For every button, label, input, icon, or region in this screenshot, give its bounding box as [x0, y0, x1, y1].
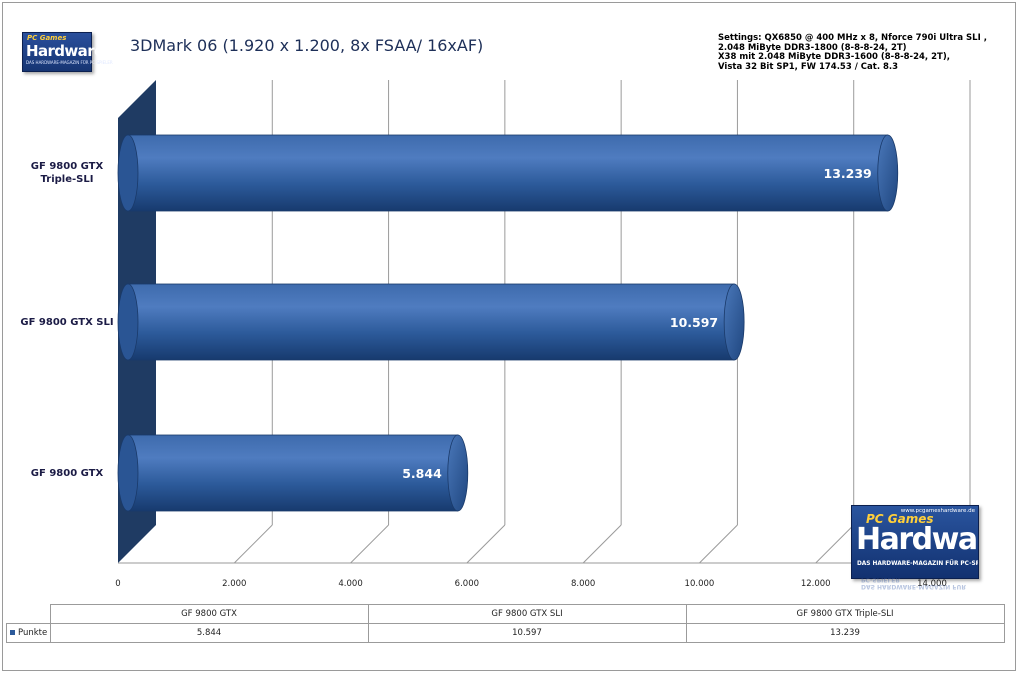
settings-line: Vista 32 Bit SP1, FW 174.53 / Cat. 8.3 — [718, 61, 899, 72]
bar-end-cap — [447, 434, 469, 512]
settings-line: 2.048 MiByte DDR3-1800 (8-8-8-24, 2T) — [718, 42, 907, 53]
series-name: Punkte — [18, 628, 48, 638]
logo-large-main: Hardware — [856, 522, 978, 557]
settings-line: X38 mit 2.048 MiByte DDR3-1600 (8-8-8-24… — [718, 52, 950, 63]
bar-base-cap — [117, 283, 139, 361]
data-table: GF 9800 GTX GF 9800 GTX SLI GF 9800 GTX … — [6, 604, 1005, 643]
logo-small-main: Hardware — [26, 42, 104, 60]
pcgh-logo-large: www.pcgameshardware.de PC Games Hardware… — [851, 505, 979, 579]
bar-value-label: 5.844 — [402, 466, 442, 481]
bar-base-cap — [117, 134, 139, 212]
legend-key-icon — [10, 630, 15, 635]
gridline-floor — [233, 524, 273, 564]
logo-reflection: DAS HARDWARE-MAGAZIN FÜR PC-SPIELER — [861, 578, 966, 590]
x-tick-label: 10.000 — [684, 579, 715, 589]
data-table-col-header: GF 9800 GTX Triple-SLI — [685, 604, 1005, 624]
x-tick-label: 12.000 — [800, 579, 831, 589]
data-table-col-header: GF 9800 GTX SLI — [367, 604, 687, 624]
logo-url: www.pcgameshardware.de — [900, 508, 975, 514]
x-tick-label: 6.000 — [454, 579, 480, 589]
bar-base-cap — [117, 434, 139, 512]
bar-value-label: 13.239 — [824, 166, 872, 181]
gridline-floor — [466, 524, 506, 564]
logo-large-sub: DAS HARDWARE-MAGAZIN FÜR PC-SPIELER — [857, 561, 979, 567]
data-table-header-row: GF 9800 GTX GF 9800 GTX SLI GF 9800 GTX … — [6, 604, 1005, 624]
data-table-cell: 10.597 — [367, 623, 687, 643]
settings-note: Settings: QX6850 @ 400 MHz x 8, Nforce 7… — [718, 33, 987, 72]
gridline-floor — [582, 524, 622, 564]
data-table-row: Punkte 5.844 10.597 13.239 — [6, 623, 1005, 643]
data-table-cell: 5.844 — [49, 623, 369, 643]
logo-large-top: PC Games — [866, 512, 934, 526]
bar-value-label: 10.597 — [670, 315, 718, 330]
x-tick-label: 4.000 — [338, 579, 363, 589]
pcgh-logo-small: PC Games Hardware DAS HARDWARE-MAGAZIN F… — [22, 32, 113, 72]
logo-small-top: PC Games — [27, 34, 67, 42]
data-table-col-header: GF 9800 GTX — [49, 604, 369, 624]
data-table-series-name: Punkte — [6, 623, 51, 643]
settings-line: Settings: QX6850 @ 400 MHz x 8, Nforce 7… — [718, 33, 987, 43]
category-label: GF 9800 GTX — [30, 467, 104, 479]
bar-end-cap — [877, 134, 899, 212]
bar — [127, 434, 459, 512]
gridline-floor — [350, 524, 389, 564]
logo-small-sub: DAS HARDWARE-MAGAZIN FÜR PC-SPIELER — [26, 60, 113, 65]
x-tick-label: 0 — [115, 579, 121, 589]
gridline-floor — [815, 524, 855, 564]
gridline-floor — [699, 524, 738, 564]
category-label: GF 9800 GTX SLI — [20, 316, 114, 328]
x-tick-label: 2.000 — [222, 579, 247, 589]
bar — [127, 134, 889, 212]
x-tick-label: 8.000 — [570, 579, 596, 589]
data-table-corner — [6, 604, 51, 624]
x-tick-label: 14.000 — [917, 579, 947, 589]
bar — [127, 283, 735, 361]
bar-end-cap — [723, 283, 745, 361]
category-label: GF 9800 GTX Triple-SLI — [30, 161, 104, 185]
data-table-cell: 13.239 — [685, 623, 1005, 643]
chart-title: 3DMark 06 (1.920 x 1.200, 8x FSAA/ 16xAF… — [130, 36, 484, 55]
